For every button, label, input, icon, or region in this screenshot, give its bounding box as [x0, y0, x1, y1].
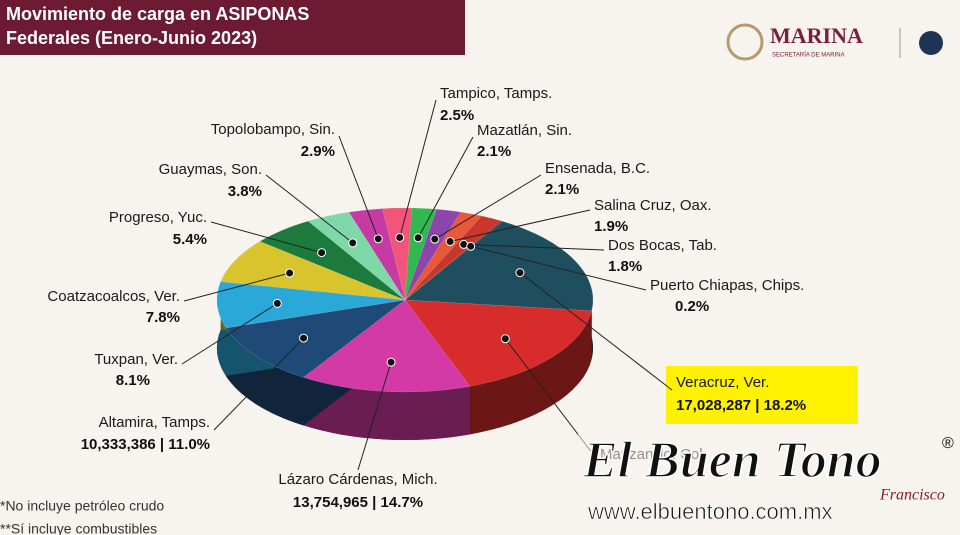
- title: Federales (Enero-Junio 2023): [6, 28, 257, 48]
- slice-label: Guaymas, Son.: [159, 161, 262, 178]
- watermark-registered: ®: [942, 435, 954, 452]
- slice-label: Progreso, Yuc.: [109, 209, 207, 226]
- slice-label: Ensenada, B.C.: [545, 160, 650, 177]
- watermark-url: www.elbuentono.com.mx: [587, 499, 833, 524]
- slice-label: Lázaro Cárdenas, Mich.: [278, 471, 437, 488]
- pie-slice: [259, 220, 406, 301]
- pie-slice: [348, 208, 406, 301]
- pie-slice: [302, 299, 471, 393]
- leader-line: [434, 174, 542, 240]
- value-label: 1.8%: [608, 258, 642, 275]
- leader-line: [463, 243, 605, 251]
- pie-slice: [404, 299, 592, 387]
- leader-line: [470, 245, 647, 291]
- slice-dot: [285, 268, 295, 278]
- watermark-backdrop: [578, 432, 960, 532]
- slice-label: Puerto Chiapas, Chips.: [650, 277, 804, 294]
- slice-label: Tampico, Tamps.: [440, 85, 552, 102]
- pie-slice: [404, 207, 437, 301]
- highlight-box: [666, 366, 858, 424]
- pie-slice: [307, 211, 406, 301]
- slice-dot: [430, 234, 440, 244]
- slice-dot: [515, 268, 525, 278]
- logo-seal: [919, 31, 943, 55]
- leader-line: [357, 362, 392, 471]
- value-label: 1.9%: [594, 218, 628, 235]
- value-label: 13,754,965 | 14.7%: [293, 494, 423, 511]
- slice-dot: [348, 238, 358, 248]
- value-label: 17,028,287 | 18.2%: [676, 397, 806, 414]
- slice-label: Topolobampo, Sin.: [211, 121, 335, 138]
- slice-dot: [272, 298, 282, 308]
- pie-slice: [404, 220, 504, 301]
- slice-dot: [413, 233, 423, 243]
- slice-dot: [395, 232, 405, 242]
- watermark-signature: Francisco: [879, 487, 945, 504]
- logo-emblem: [726, 23, 764, 61]
- slice-dot: [445, 236, 455, 246]
- value-label: 2.9%: [301, 143, 335, 160]
- value-label: 7.8%: [146, 309, 180, 326]
- value-label: 2.1%: [545, 181, 579, 198]
- slice-label: Veracruz, Ver.: [676, 374, 769, 391]
- leader-line: [183, 272, 290, 302]
- slice-label: Dos Bocas, Tab.: [608, 237, 717, 254]
- pie-slice: [382, 207, 413, 301]
- pie-slice: [404, 215, 502, 301]
- leader-line: [450, 209, 591, 242]
- slice-dot: [299, 333, 309, 343]
- leader-line: [181, 302, 278, 365]
- header-banner: [0, 0, 465, 55]
- value-label: 2.5%: [440, 107, 474, 124]
- value-label: 5.4%: [173, 231, 207, 248]
- slice-label: Mazatlán, Sin.: [477, 122, 572, 139]
- leader-line: [210, 221, 322, 254]
- slice-label: Coatzacoalcos, Ver.: [47, 288, 180, 305]
- title: Movimiento de carga en ASIPONAS: [6, 4, 309, 24]
- watermark-brand: El Buen Tono: [582, 432, 882, 489]
- pie-slice: [216, 281, 406, 329]
- value-label: 8.1%: [116, 372, 150, 389]
- slice-label: Salina Cruz, Oax.: [594, 197, 712, 214]
- value-label: 2.1%: [477, 143, 511, 160]
- slice-label: Altamira, Tamps.: [99, 414, 210, 431]
- logo-subtext: SECRETARÍA DE MARINA: [772, 52, 845, 59]
- pie-slice: [404, 221, 594, 312]
- logo-text: MARINA: [770, 23, 863, 48]
- leader-line: [417, 136, 474, 239]
- leader-line: [338, 135, 379, 240]
- pie-slice: [220, 241, 406, 301]
- pie-slice: [404, 211, 483, 301]
- leader-line: [265, 174, 353, 244]
- leader-line: [399, 99, 437, 238]
- slice-dot: [500, 334, 510, 344]
- slice-dot: [373, 234, 383, 244]
- leader-line: [213, 337, 304, 431]
- footnote: **Sí incluye combustibles: [0, 521, 157, 535]
- value-label: 10,333,386 | 11.0%: [81, 436, 210, 453]
- value-label: 0.2%: [675, 298, 709, 315]
- slice-dot: [466, 241, 476, 251]
- slice-dot: [386, 357, 396, 367]
- leader-line: [519, 272, 673, 391]
- slice-dot: [317, 248, 327, 258]
- value-label: 3.8%: [228, 183, 262, 200]
- pie: [216, 207, 594, 441]
- slice-label: Tuxpan, Ver.: [94, 351, 178, 368]
- footnote: *No incluye petróleo crudo: [0, 498, 164, 514]
- pie-slice: [225, 299, 406, 378]
